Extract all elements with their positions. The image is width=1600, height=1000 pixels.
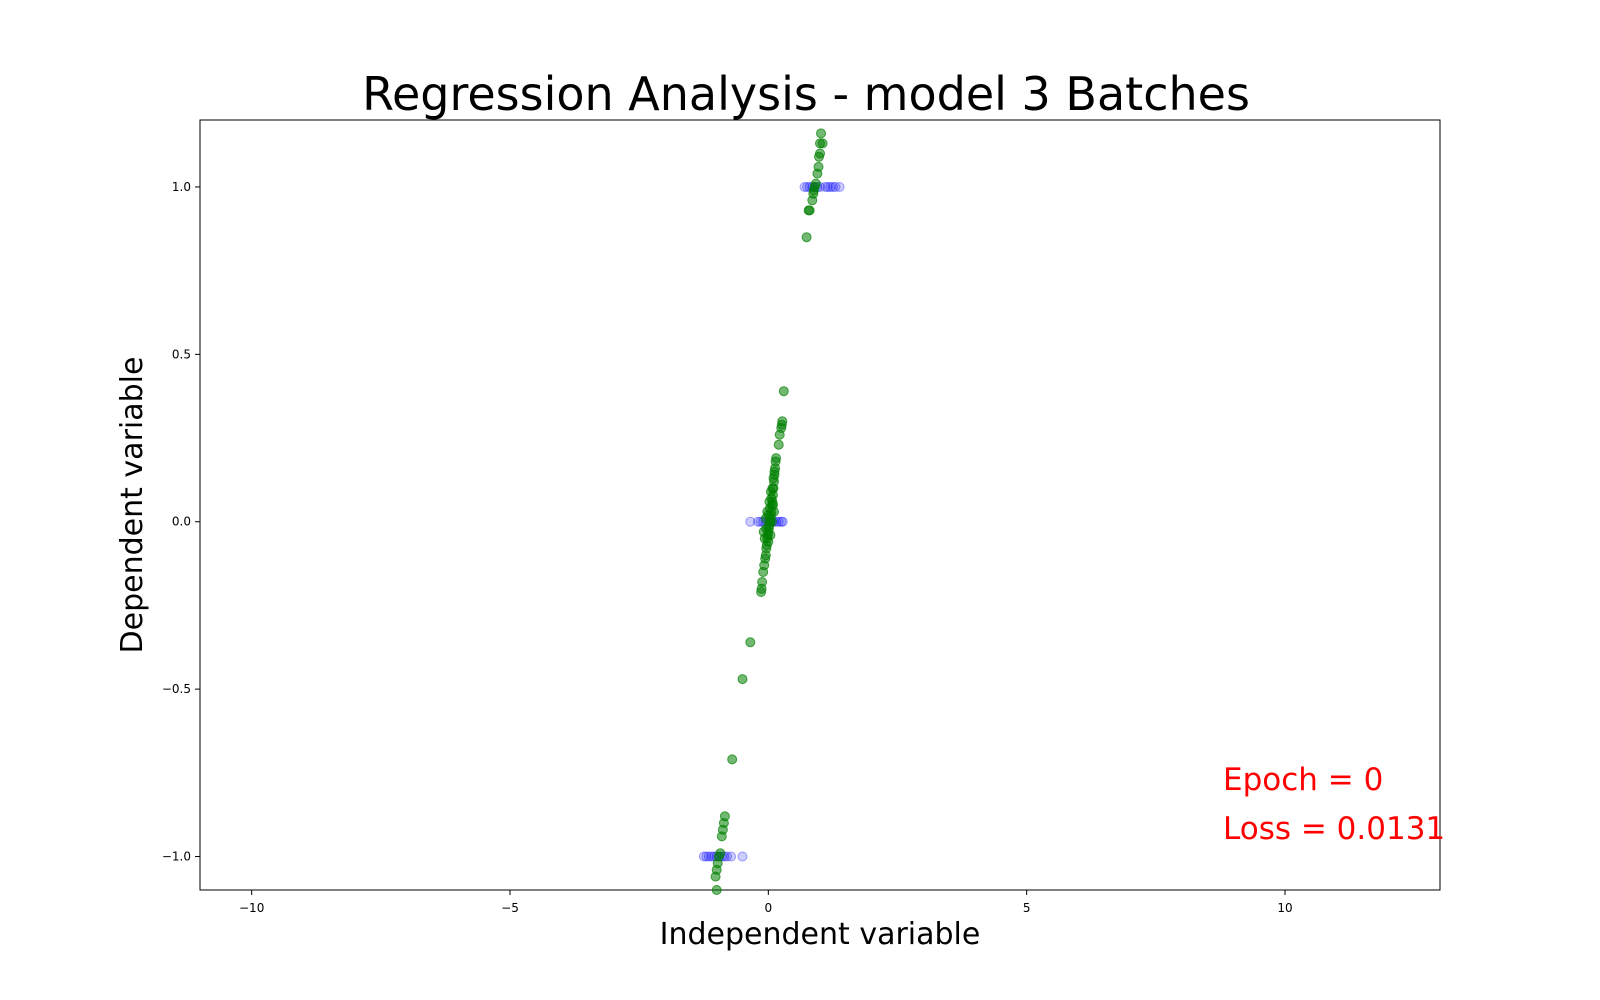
y-tick-label: −1.0 [162, 850, 191, 864]
scatter-point-series-0-32 [822, 182, 833, 192]
x-tick-label: −5 [501, 901, 519, 915]
scatter-point-series-0-2 [703, 851, 714, 862]
scatter-point-series-1-40 [773, 439, 784, 450]
x-axis-ticks: −10 −5 0 5 10 [239, 890, 1293, 915]
y-axis-ticks: −1.0 −0.5 0.0 0.5 1.0 [162, 180, 200, 864]
scatter-point-series-1-45 [778, 386, 789, 397]
scatter-point-series-1-62 [760, 513, 771, 524]
scatter-point-series-0-31 [820, 182, 831, 192]
scatter-point-series-1-73 [813, 161, 824, 172]
y-tick-label: −0.5 [162, 682, 191, 696]
scatter-point-series-1-12 [745, 637, 756, 648]
x-tick-label: 0 [765, 901, 773, 915]
scatter-point-series-1-58 [758, 526, 769, 537]
x-tick-label: −10 [239, 901, 264, 915]
scatter-point-series-0-35 [830, 182, 841, 192]
scatter-point-series-1-15 [757, 577, 768, 587]
plot-area [199, 119, 1441, 891]
scatter-point-series-1-39 [771, 453, 782, 464]
epoch-annotation: Epoch = 0 [1223, 762, 1383, 798]
scatter-point-series-1-77 [817, 138, 828, 149]
scatter-point-series-0-34 [827, 182, 838, 192]
y-tick-label: 0.5 [172, 347, 191, 361]
scatter-point-series-0-33 [825, 182, 836, 192]
scatter-point-series-1-5 [715, 848, 726, 859]
scatter-point-series-0-36 [834, 182, 845, 192]
scatter-point-series-0-10 [726, 851, 737, 862]
scatter-points [698, 128, 845, 895]
scatter-point-series-1-66 [804, 205, 815, 216]
scatter-point-series-1-53 [769, 466, 780, 477]
x-tick-label: 10 [1277, 901, 1292, 915]
y-tick-label: 1.0 [172, 180, 191, 194]
scatter-point-series-0-12 [745, 516, 756, 527]
loss-annotation: Loss = 0.0131 [1223, 811, 1445, 847]
scatter-point-series-1-10 [727, 754, 738, 765]
scatter-point-series-1-9 [719, 811, 730, 822]
scatter-point-series-1-11 [737, 674, 748, 685]
scatter-point-series-0-24 [799, 182, 810, 192]
scatter-point-series-1-75 [815, 148, 825, 159]
scatter-point-series-0-1 [701, 851, 712, 862]
x-tick-label: 5 [1023, 901, 1031, 915]
x-axis-label: Independent variable [660, 917, 981, 952]
scatter-point-series-0-23 [777, 516, 788, 527]
scatter-point-series-1-78 [816, 128, 826, 139]
scatter-point-series-1-64 [801, 232, 812, 243]
y-axis-label: Dependent variable [115, 357, 150, 654]
scatter-point-series-1-44 [777, 416, 788, 427]
scatter-point-series-1-71 [810, 178, 821, 189]
scatter-point-series-0-11 [737, 851, 748, 862]
scatter-point-series-1-63 [763, 536, 774, 547]
scatter-point-series-1-61 [768, 500, 778, 510]
scatter-point-series-1-54 [765, 486, 776, 497]
scatter-point-series-1-0 [711, 885, 722, 895]
chart-title: Regression Analysis - model 3 Batches [362, 67, 1250, 121]
scatter-point-series-0-0 [698, 851, 709, 862]
y-tick-label: 0.0 [172, 515, 191, 529]
